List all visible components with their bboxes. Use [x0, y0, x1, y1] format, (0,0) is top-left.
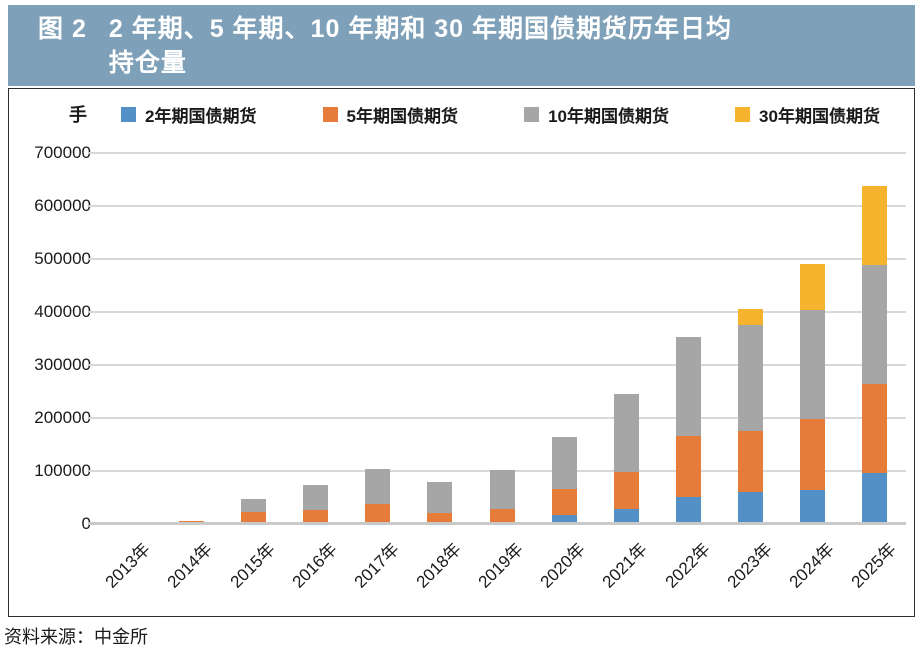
- bar-segment: [738, 308, 764, 325]
- bar-segment: [862, 264, 888, 384]
- y-tick-label: 400000: [34, 302, 91, 321]
- legend-swatch-icon: [121, 106, 136, 122]
- gridline: [89, 205, 906, 207]
- legend-label: 10年期国债期货: [548, 106, 669, 126]
- legend-swatch-icon: [322, 106, 338, 122]
- gridline: [89, 258, 906, 260]
- source-note: 资料来源：中金所: [4, 627, 148, 647]
- y-tick-label: 600000: [34, 196, 91, 215]
- bar-segment: [551, 488, 577, 515]
- bar-segment: [862, 473, 888, 524]
- legend: 2年期国债期货 5年期国债期货 10年期国债期货 30年期国债期货: [121, 102, 898, 127]
- x-tick-label: 2024年: [785, 539, 838, 592]
- x-tick-label: 2023年: [723, 539, 776, 592]
- bar-segment: [738, 492, 764, 524]
- bar-segment: [303, 485, 329, 510]
- legend-swatch-icon: [524, 106, 540, 122]
- y-tick-label: 0: [81, 514, 91, 533]
- bar-segment: [427, 482, 453, 513]
- legend-label: 2年期国债期货: [145, 106, 257, 126]
- y-tick-label: 300000: [34, 355, 91, 374]
- figure-header: 图 2 2 年期、5 年期、10 年期和 30 年期国债期货历年日均 持仓量: [8, 5, 915, 86]
- y-tick-label: 500000: [34, 249, 91, 268]
- bar-segment: [675, 337, 701, 436]
- bar-segment: [800, 419, 826, 490]
- bar-segment: [427, 512, 453, 524]
- legend-label: 30年期国债期货: [759, 106, 880, 126]
- legend-swatch-icon: [735, 106, 751, 122]
- legend-item: 10年期国债期货: [524, 102, 669, 127]
- y-axis-unit-label: 手: [69, 105, 87, 125]
- figure-title: 2 年期、5 年期、10 年期和 30 年期国债期货历年日均 持仓量: [109, 12, 732, 80]
- gridline: [89, 417, 906, 419]
- bar-segment: [613, 472, 639, 509]
- bar-segment: [551, 515, 577, 524]
- bar-segment: [489, 469, 515, 510]
- bar-segment: [800, 264, 826, 311]
- y-tick-label: 700000: [34, 143, 91, 162]
- gridline: [89, 311, 906, 313]
- legend-row: 手 2年期国债期货 5年期国债期货 10年期国债期货 30年期国债期货: [69, 101, 898, 127]
- y-tick-label: 100000: [34, 461, 91, 480]
- bar-segment: [613, 508, 639, 524]
- chart-frame: 手 2年期国债期货 5年期国债期货 10年期国债期货 30年期国债期货 0 100000…: [8, 88, 915, 617]
- bar-segment: [551, 437, 577, 489]
- bar-segment: [862, 383, 888, 474]
- x-tick-label: 2020年: [536, 539, 590, 592]
- bar-segment: [365, 503, 391, 524]
- gridline: [89, 364, 906, 366]
- bar-segment: [489, 509, 515, 522]
- x-tick-label: 2013年: [101, 539, 155, 592]
- bar-segment: [613, 393, 639, 473]
- y-tick-label: 200000: [34, 408, 91, 427]
- x-tick-label: 2022年: [661, 539, 714, 592]
- x-tick-label: 2017年: [350, 539, 403, 592]
- legend-item: 30年期国债期货: [735, 102, 880, 127]
- bar-segment: [800, 310, 826, 420]
- legend-item: 5年期国债期货: [322, 102, 458, 127]
- legend-item: 2年期国债期货: [121, 102, 256, 127]
- figure-title-line2: 持仓量: [108, 49, 187, 77]
- x-tick-label: 2021年: [599, 539, 652, 592]
- x-axis-baseline: [89, 522, 906, 525]
- y-axis: 0 100000 200000 300000 400000 500000 600000 700…: [9, 143, 91, 533]
- x-tick-label: 2015年: [226, 539, 279, 592]
- bar-segment: [675, 435, 701, 497]
- x-tick-label: 2014年: [164, 539, 217, 592]
- legend-label: 5年期国债期货: [346, 106, 458, 126]
- x-tick-label: 2025年: [847, 539, 900, 592]
- x-tick-label: 2018年: [412, 539, 465, 592]
- x-tick-label: 2016年: [288, 539, 341, 592]
- bar-segment: [365, 468, 391, 504]
- figure-title-line1: 2 年期、5 年期、10 年期和 30 年期国债期货历年日均: [108, 15, 733, 43]
- x-tick-label: 2019年: [474, 539, 527, 592]
- bar-segment: [738, 324, 764, 432]
- figure-number: 图 2: [38, 15, 87, 43]
- bar-segment: [738, 431, 764, 493]
- gridline: [89, 152, 906, 154]
- bar-segment: [862, 186, 888, 265]
- bar-segment: [240, 499, 266, 513]
- bar-segment: [800, 489, 826, 524]
- bar-segment: [675, 496, 701, 524]
- bar-segment: [240, 512, 266, 524]
- plot-area: 2013年 2014年 2015年 2016年 2017年 2018年 2019年 2020年…: [89, 152, 906, 592]
- bar-segment: [303, 509, 329, 524]
